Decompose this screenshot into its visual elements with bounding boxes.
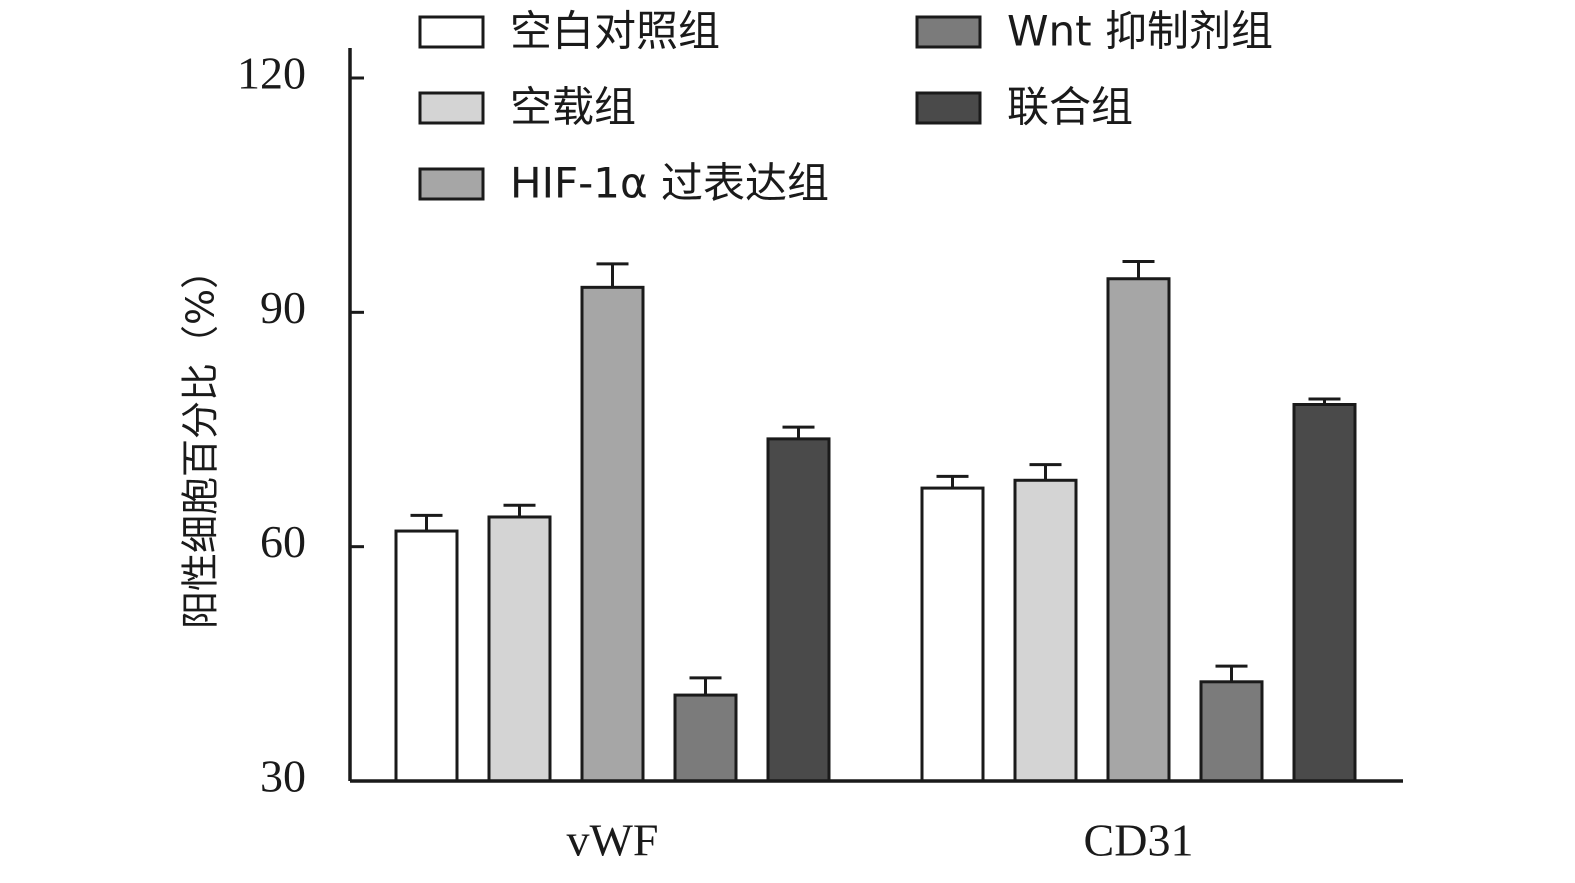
y-tick-label: 30 — [260, 751, 306, 802]
bar — [487, 515, 552, 783]
legend-swatch — [418, 15, 485, 49]
bar — [580, 285, 645, 783]
legend-swatch — [418, 167, 485, 201]
legend-swatch — [915, 91, 982, 125]
x-tick-label: CD31 — [1084, 815, 1194, 866]
x-axis: vWF CD31 — [350, 779, 1403, 866]
legend-label: 空载组 — [510, 83, 636, 132]
bars — [394, 260, 1357, 783]
y-tick-label: 90 — [260, 282, 306, 333]
y-tick-label: 120 — [237, 48, 306, 99]
legend-label: 空白对照组 — [510, 7, 720, 56]
legend-label: 联合组 — [1007, 83, 1133, 132]
y-axis: 30 60 90 120 — [237, 48, 364, 802]
y-tick-label: 60 — [260, 516, 306, 567]
legend-label: HIF-1α 过表达组 — [510, 159, 829, 208]
bar — [1292, 403, 1357, 783]
bar — [1106, 277, 1171, 783]
y-axis-label: 阳性细胞百分比（%） — [179, 251, 223, 629]
bar — [394, 529, 459, 783]
bar — [766, 437, 831, 783]
legend-swatch — [915, 15, 982, 49]
bar — [920, 486, 985, 783]
legend-swatch — [418, 91, 485, 125]
legend-label: Wnt 抑制剂组 — [1007, 7, 1273, 56]
bar — [673, 693, 738, 783]
bar — [1199, 680, 1264, 783]
x-tick-label: vWF — [567, 815, 659, 866]
bar — [1013, 478, 1078, 783]
